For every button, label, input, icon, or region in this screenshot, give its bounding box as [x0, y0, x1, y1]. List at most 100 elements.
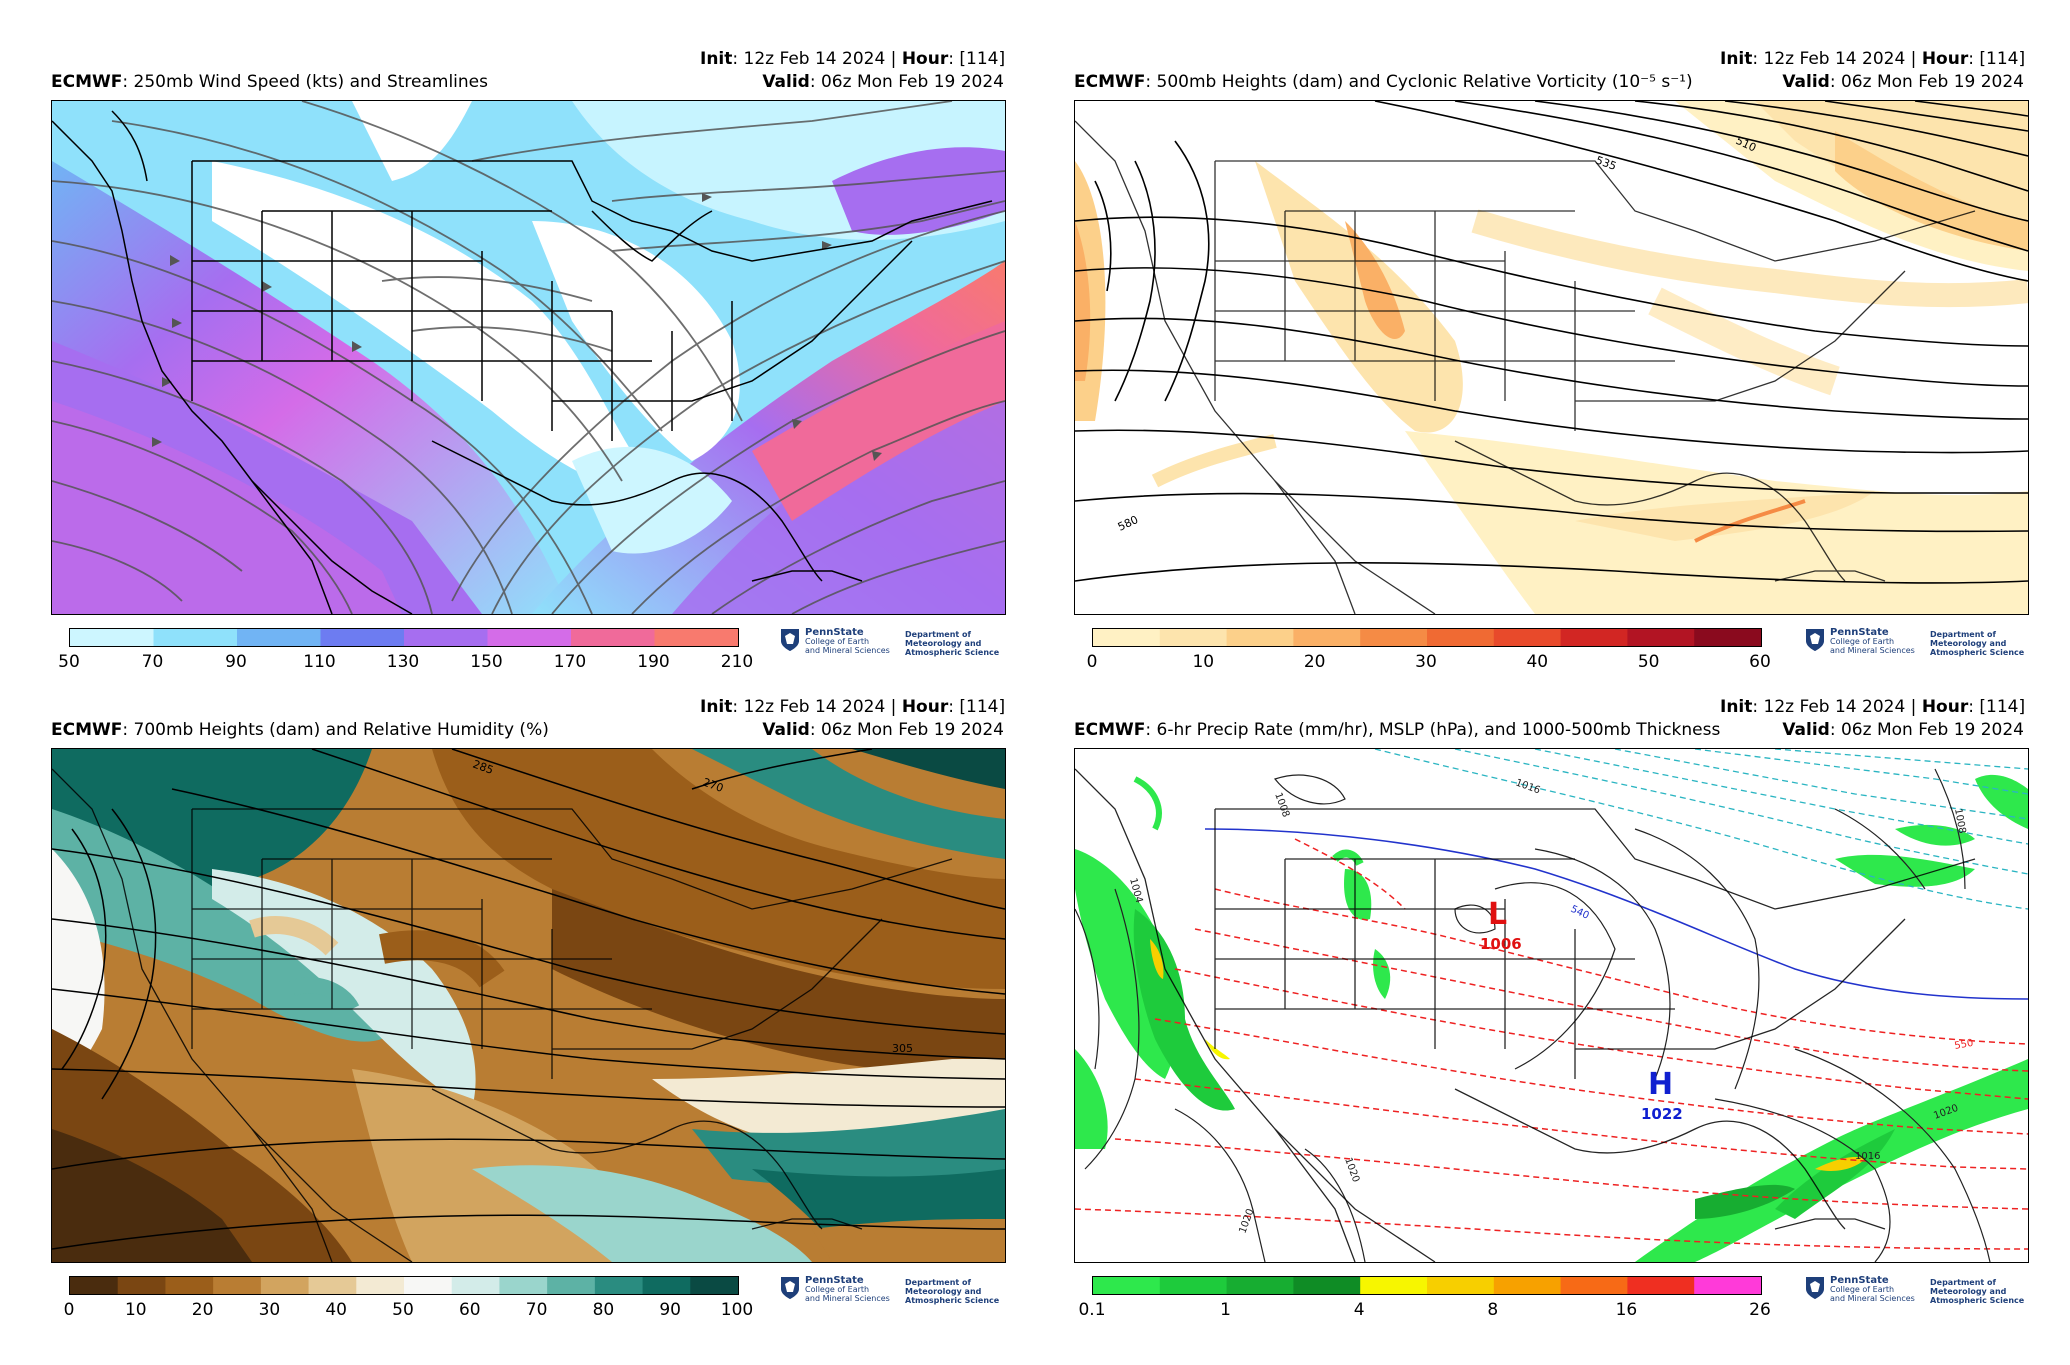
colorbar-swatch [1694, 1277, 1762, 1294]
tick-label: 110 [303, 652, 336, 672]
colorbar-swatch [594, 1277, 644, 1294]
tick-label: 80 [592, 1300, 615, 1320]
colorbar-swatch [1493, 629, 1562, 646]
tick-label: 40 [1526, 652, 1549, 672]
panel-title: ECMWF: 250mb Wind Speed (kts) and Stream… [51, 72, 488, 92]
pennstate-shield-icon [1806, 1277, 1824, 1299]
panel-title: ECMWF: 500mb Heights (dam) and Cyclonic … [1074, 72, 1693, 92]
college-name: PennState College of Earth and Mineral Sci… [805, 627, 890, 656]
tick-label: 170 [553, 652, 587, 672]
low-letter: L [1488, 897, 1507, 932]
tick-label: 40 [325, 1300, 348, 1320]
valid-line: Valid: 06z Mon Feb 19 2024 [762, 720, 1004, 740]
colorbar-swatch [1093, 1277, 1161, 1294]
colorbar-wind [69, 628, 739, 647]
contour-label: 550 [1954, 1038, 1975, 1052]
department-name: Department of Meteorology and Atmospheric … [905, 1278, 1000, 1305]
colorbar-ticks: 50 70 90 110 130 150 170 190 210 [58, 652, 753, 672]
colorbar-swatch [213, 1277, 262, 1294]
department-name: Department of Meteorology and Atmospheric … [905, 630, 1000, 657]
contour-label: 305 [892, 1042, 913, 1055]
panel-title: ECMWF: 700mb Heights (dam) and Relative … [51, 720, 549, 740]
department-name: Department of Meteorology and Atmospheric … [1930, 630, 2025, 657]
tick-label: 10 [124, 1300, 147, 1320]
colorbar-swatch [1293, 1277, 1361, 1294]
tick-label: 60 [458, 1300, 481, 1320]
college-name: PennState College of Earth and Mineral Sci… [1830, 1275, 1915, 1304]
colorbar-swatch [237, 629, 322, 646]
high-pressure-marker: H 1022 [1641, 1067, 1683, 1123]
colorbar-vorticity [1092, 628, 1762, 647]
colorbar-swatch [690, 1277, 739, 1294]
colorbar-swatches [70, 629, 739, 646]
tick-label: 20 [1303, 652, 1326, 672]
colorbar-swatch [1427, 629, 1495, 646]
map-700mb: 285 270 305 [51, 748, 1006, 1263]
init-line: Init: 12z Feb 14 2024 | Hour: [114] [1720, 49, 2026, 69]
colorbar-swatch [1226, 629, 1294, 646]
tick-label: 130 [386, 652, 420, 672]
tick-label: 190 [637, 652, 670, 672]
tick-label: 30 [1415, 652, 1437, 672]
tick-label: 50 [392, 1300, 414, 1320]
colorbar-swatch [356, 1277, 405, 1294]
tick-label: 4 [1353, 1300, 1365, 1320]
tick-label: 210 [720, 652, 754, 672]
tick-label: 20 [191, 1300, 214, 1320]
colorbar-swatches [1093, 1277, 1762, 1294]
colorbar-swatch [487, 629, 572, 646]
tick-label: 50 [58, 652, 80, 672]
pennstate-shield-icon [781, 1277, 799, 1299]
contour-label: 1008 [1952, 808, 1967, 835]
map-precip: 1008 1016 1004 1020 1016 1020 1008 540 5… [1074, 748, 2029, 1263]
colorbar-swatch [1627, 629, 1695, 646]
tick-label: 0.1 [1078, 1300, 1106, 1320]
colorbar-ticks: 0 10 20 30 40 50 60 70 80 90 100 [64, 1300, 754, 1320]
colorbar-precip [1092, 1276, 1762, 1295]
colorbar-swatch [404, 629, 489, 646]
colorbar-swatch [1560, 1277, 1628, 1294]
tick-label: 90 [659, 1300, 682, 1320]
colorbar-swatch [70, 629, 155, 646]
colorbar-swatch [1493, 1277, 1562, 1294]
pennstate-logo: PennState College of Earth and Mineral Sci… [780, 1276, 1000, 1306]
pennstate-logo: PennState College of Earth and Mineral Sci… [1805, 1276, 2025, 1306]
college-name: PennState College of Earth and Mineral Sci… [1830, 627, 1915, 656]
colorbar-swatch [320, 629, 405, 646]
high-letter: H [1648, 1067, 1673, 1102]
pennstate-logo: PennState College of Earth and Mineral Sci… [780, 628, 1000, 658]
colorbar-swatch [1293, 629, 1361, 646]
tick-label: 8 [1487, 1300, 1499, 1320]
colorbar-swatch [1560, 629, 1628, 646]
valid-line: Valid: 06z Mon Feb 19 2024 [1782, 72, 2024, 92]
colorbar-swatch [1694, 629, 1762, 646]
high-value: 1022 [1641, 1105, 1683, 1123]
colorbar-swatch [308, 1277, 357, 1294]
init-line: Init: 12z Feb 14 2024 | Hour: [114] [700, 697, 1006, 717]
pennstate-logo: PennState College of Earth and Mineral Sci… [1805, 628, 2025, 658]
map-500mb: 535 510 580 [1074, 100, 2029, 615]
tick-label: 26 [1749, 1300, 1771, 1320]
colorbar-swatches [1093, 629, 1762, 646]
pennstate-shield-icon [781, 629, 799, 651]
tick-label: 1 [1220, 1300, 1232, 1320]
colorbar-swatch [654, 629, 739, 646]
colorbar-swatch [404, 1277, 453, 1294]
low-value: 1006 [1480, 935, 1522, 953]
colorbar-swatch [1159, 629, 1228, 646]
tick-label: 16 [1615, 1300, 1638, 1320]
colorbar-swatch [1360, 629, 1428, 646]
tick-label: 50 [1637, 652, 1660, 672]
colorbar-swatch [117, 1277, 167, 1294]
tick-label: 100 [720, 1300, 754, 1320]
tick-label: 30 [258, 1300, 281, 1320]
colorbar-swatch [499, 1277, 548, 1294]
colorbar-swatches [70, 1277, 739, 1294]
tick-label: 70 [525, 1300, 548, 1320]
tick-label: 150 [470, 652, 503, 672]
init-line: Init: 12z Feb 14 2024 | Hour: [114] [1720, 697, 2026, 717]
department-name: Department of Meteorology and Atmospheric … [1930, 1278, 2025, 1305]
tick-label: 90 [225, 652, 247, 672]
low-pressure-marker: L 1006 [1480, 897, 1522, 953]
colorbar-swatch [571, 629, 656, 646]
